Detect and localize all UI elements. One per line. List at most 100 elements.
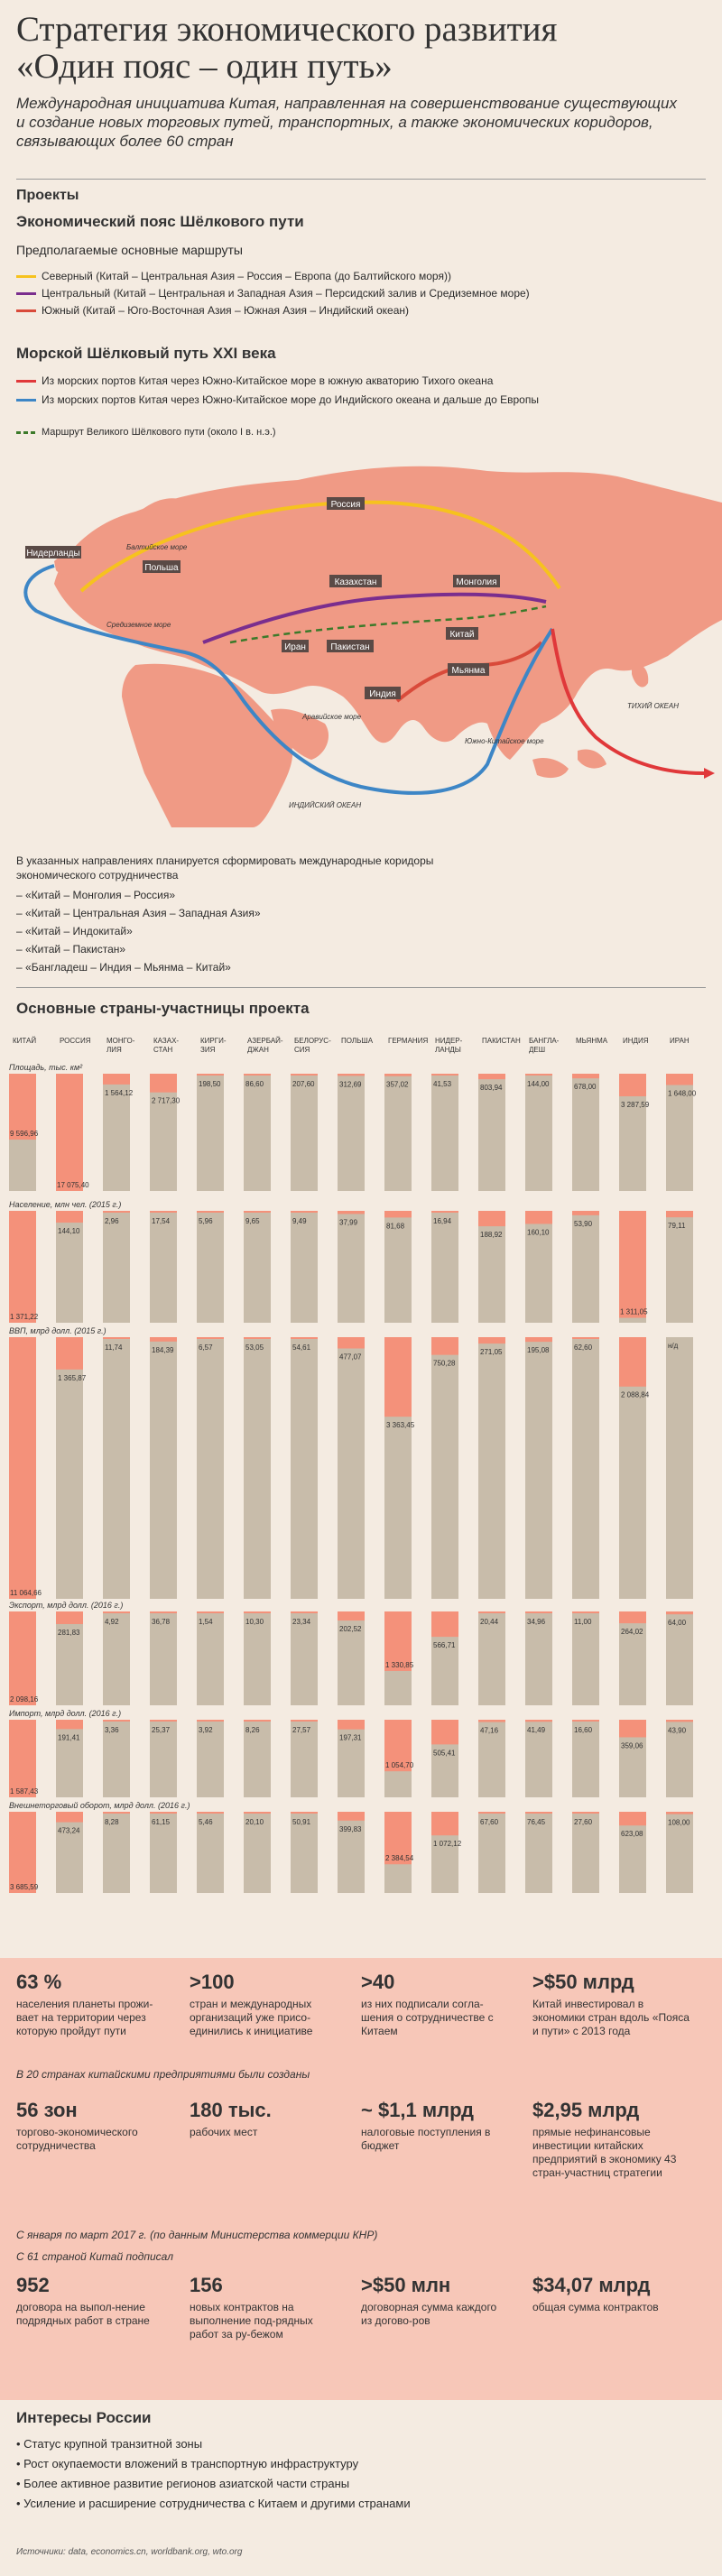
- corridor-item: – «Китай – Индокитай»: [16, 925, 133, 937]
- map-label-iran: Иран: [284, 642, 306, 652]
- map-label-baltic: Балтийское море: [126, 543, 188, 551]
- bar: [338, 1812, 365, 1821]
- data-label: 623,08: [621, 1830, 643, 1838]
- map-label-netherlands-bg: [25, 546, 81, 559]
- data-label: 54,61: [292, 1343, 311, 1352]
- category-label: МЬЯНМА: [576, 1037, 608, 1045]
- map-label-china: Китай: [449, 630, 474, 640]
- data-label: 20,10: [245, 1818, 264, 1826]
- bar: [666, 1211, 693, 1218]
- category-label: ЗИЯ: [200, 1046, 216, 1054]
- stat-countries-joined: >100 стран и международных организаций у…: [190, 1971, 313, 2037]
- sea-route-europe: Из морских портов Китая через Южно-Китай…: [16, 393, 539, 406]
- russia-list: • Статус крупной транзитной зоны • Рост …: [16, 2434, 706, 2514]
- data-label: 198,50: [199, 1080, 221, 1088]
- stat-jobs: 180 тыс. рабочих мест: [190, 2099, 272, 2138]
- bar: [244, 1211, 271, 1213]
- map-label-netherlands: Нидерланды: [26, 549, 79, 559]
- data-label: 8,26: [245, 1726, 260, 1734]
- data-label: 41,49: [527, 1726, 546, 1734]
- bar: [103, 1720, 130, 1722]
- category-label: МОНГО-: [106, 1037, 135, 1045]
- bar: [338, 1211, 365, 1214]
- category-label: ИНДИЯ: [623, 1037, 649, 1045]
- data-label: 264,02: [621, 1628, 643, 1636]
- bar-background: [197, 1211, 224, 1323]
- data-label: 27,57: [292, 1726, 311, 1734]
- bar-background: [244, 1812, 271, 1893]
- ancient-route: Маршрут Великого Шёлкового пути (около I…: [16, 427, 276, 438]
- bar-background: [56, 1720, 83, 1797]
- bar: [291, 1720, 318, 1722]
- route-north: Северный (Китай – Центральная Азия – Рос…: [16, 270, 451, 282]
- category-label: ЛИЯ: [106, 1046, 122, 1054]
- bar-background: [244, 1211, 271, 1323]
- map-label-mongolia: Монголия: [456, 577, 496, 587]
- stats-panel: 63 % населения планеты прожи-вает на тер…: [0, 1958, 722, 2400]
- bar: [619, 1611, 646, 1624]
- bar-background: [150, 1074, 177, 1191]
- bar-background: [56, 1337, 83, 1599]
- bar: [291, 1611, 318, 1613]
- panel-label: Внешнеторговый оборот, млрд долл. (2016 …: [9, 1801, 190, 1810]
- category-label: НИДЕР-: [435, 1037, 463, 1045]
- chart-title: Основные страны-участницы проекта: [16, 1000, 310, 1017]
- data-label: 67,60: [480, 1818, 499, 1826]
- category-label: ЛАНДЫ: [435, 1046, 461, 1054]
- bar-background: [572, 1337, 599, 1599]
- bar: [197, 1611, 224, 1613]
- data-label: 11,74: [105, 1343, 123, 1352]
- bar: [291, 1074, 318, 1076]
- bar: [291, 1211, 318, 1213]
- bar-background: [244, 1720, 271, 1797]
- data-label: 1 311,05: [620, 1308, 648, 1316]
- map-label-india-bg: [365, 687, 401, 699]
- bar-background: [103, 1611, 130, 1705]
- bar-background: [525, 1337, 552, 1599]
- data-label: 2,96: [105, 1217, 119, 1225]
- corridor-item: – «Китай – Пакистан»: [16, 943, 126, 956]
- stat-zones: 56 зон торгово-экономического сотрудниче…: [16, 2099, 138, 2152]
- map-eurasia: [54, 466, 722, 760]
- bar-background: [666, 1337, 693, 1599]
- bar: [56, 1337, 83, 1370]
- bar-background: [197, 1611, 224, 1705]
- data-label: 9,49: [292, 1217, 307, 1225]
- route-central-swatch: [16, 291, 36, 295]
- data-label: 3 363,45: [386, 1421, 415, 1429]
- data-label: 195,08: [527, 1346, 550, 1354]
- projects-heading: Проекты: [16, 188, 79, 203]
- data-label: 271,05: [480, 1348, 503, 1356]
- category-label: РОССИЯ: [60, 1037, 91, 1045]
- bar: [9, 1337, 36, 1599]
- bar: [572, 1720, 599, 1722]
- data-label: 197,31: [339, 1734, 362, 1742]
- data-label: 11,00: [574, 1618, 592, 1626]
- map-label-poland-bg: [143, 560, 180, 573]
- bar-background: [384, 1074, 412, 1191]
- category-label: БАНГЛА-: [529, 1037, 560, 1045]
- route-north-swatch: [16, 274, 36, 278]
- bar-background: [197, 1812, 224, 1893]
- data-label: 37,99: [339, 1218, 358, 1226]
- data-label: 505,41: [433, 1749, 456, 1757]
- russia-interests: Интересы России • Статус крупной транзит…: [16, 2409, 706, 2514]
- note-period: С января по март 2017 г. (по данным Мини…: [16, 2229, 378, 2241]
- subtitle: Международная инициатива Китая, направле…: [16, 95, 677, 150]
- data-label: 160,10: [527, 1228, 550, 1236]
- category-label: ДЖАН: [247, 1046, 269, 1054]
- data-label: 357,02: [386, 1081, 409, 1089]
- bar-background: [103, 1720, 130, 1797]
- data-label: 1 371,22: [10, 1313, 39, 1321]
- data-label: 188,92: [480, 1231, 503, 1239]
- data-label: 5,96: [199, 1217, 213, 1225]
- bar: [572, 1337, 599, 1339]
- category-label: ГЕРМАНИЯ: [388, 1037, 428, 1045]
- ancient-route-swatch: [16, 430, 36, 434]
- bar-background: [291, 1720, 318, 1797]
- data-label: 1 330,85: [385, 1661, 414, 1669]
- data-label: 1,54: [199, 1618, 213, 1626]
- data-label: 2 384,54: [385, 1854, 414, 1862]
- data-label: 2 717,30: [152, 1097, 180, 1105]
- belt-heading: Экономический пояс Шёлкового пути: [16, 213, 304, 230]
